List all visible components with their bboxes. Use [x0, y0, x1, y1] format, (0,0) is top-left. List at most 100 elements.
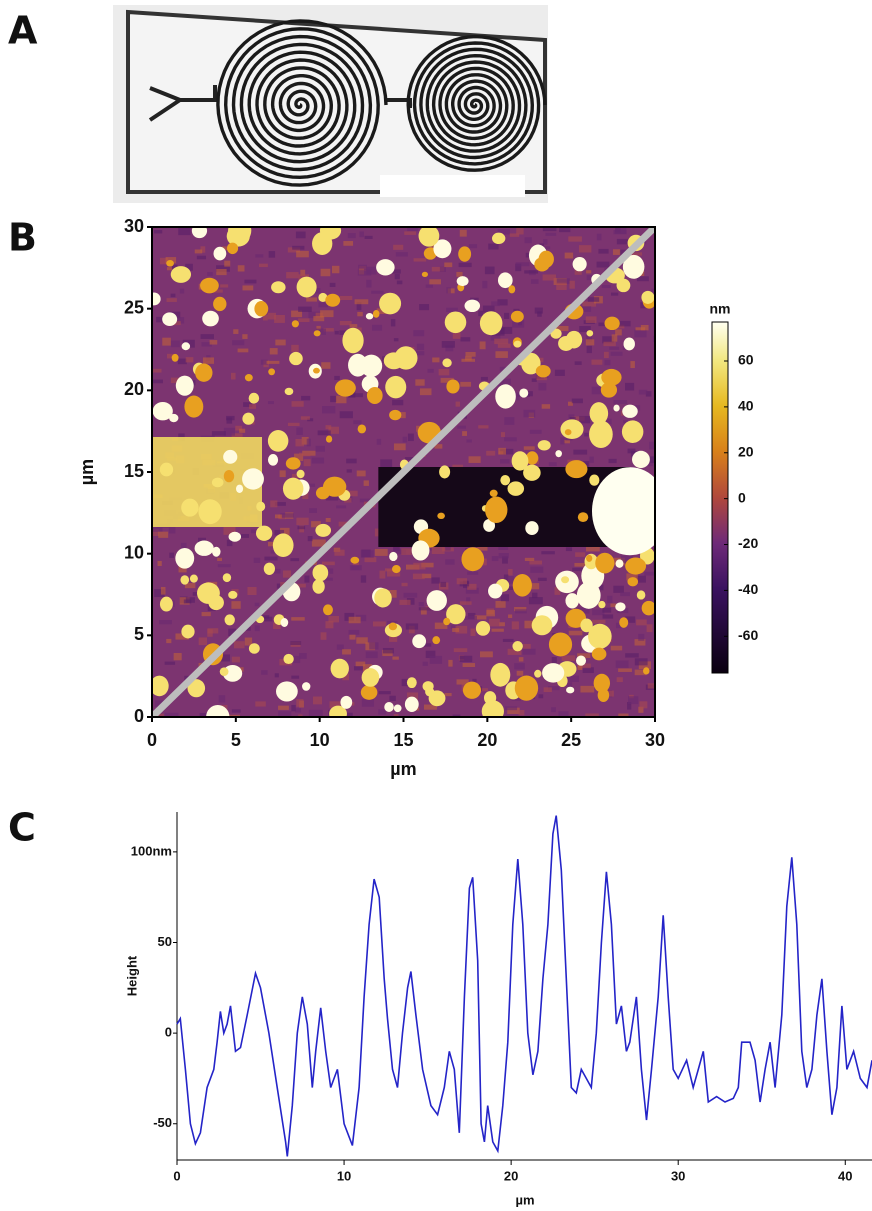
afm-particle [421, 271, 429, 277]
afm-texture [346, 469, 352, 473]
afm-particle [475, 620, 491, 636]
afm-texture [343, 712, 353, 717]
afm-texture [226, 539, 233, 547]
afm-texture [173, 321, 181, 326]
afm-particle [282, 477, 304, 500]
afm-texture [438, 368, 450, 376]
x-tick-label: 30 [645, 730, 665, 750]
afm-texture [258, 263, 268, 268]
afm-texture [178, 227, 191, 236]
afm-texture [432, 357, 440, 363]
afm-particle [391, 565, 401, 574]
afm-texture [413, 330, 425, 337]
afm-texture [407, 227, 419, 232]
x-axis-label: µm [515, 1192, 534, 1207]
afm-texture [322, 405, 336, 414]
afm-texture [300, 269, 306, 276]
afm-texture [500, 432, 506, 438]
afm-texture [158, 531, 169, 538]
afm-texture [396, 280, 403, 285]
afm-texture [334, 549, 345, 556]
afm-texture [361, 699, 375, 707]
afm-particle [418, 227, 440, 247]
afm-texture [201, 612, 211, 617]
afm-texture [610, 351, 623, 356]
afm-particle [289, 351, 303, 366]
afm-particle [211, 477, 224, 488]
afm-texture [173, 653, 182, 661]
afm-texture [574, 562, 586, 567]
afm-texture [504, 437, 517, 442]
afm-texture [251, 529, 262, 534]
afm-texture [395, 252, 408, 257]
afm-particle [200, 277, 219, 294]
afm-particle [589, 402, 609, 425]
afm-texture [308, 709, 323, 717]
afm-texture [382, 647, 394, 654]
afm-particle [365, 313, 374, 320]
afm-texture [531, 378, 537, 382]
afm-texture [446, 307, 458, 313]
afm-texture [591, 359, 603, 365]
afm-texture [179, 288, 185, 294]
afm-particle [267, 453, 279, 466]
afm-texture [159, 257, 168, 265]
afm-particle [219, 667, 229, 676]
afm-texture [479, 341, 486, 350]
afm-texture [610, 645, 623, 651]
afm-particle [591, 647, 607, 661]
afm-particle [576, 655, 587, 666]
afm-texture [497, 343, 511, 348]
afm-texture [615, 660, 629, 668]
afm-texture [315, 312, 323, 318]
afm-particle [285, 457, 301, 470]
afm-particle [388, 622, 398, 631]
afm-particle [565, 593, 579, 609]
afm-texture [274, 673, 279, 678]
afm-particle [622, 254, 645, 279]
afm-particle [340, 695, 353, 709]
afm-texture [479, 651, 493, 658]
afm-particle [572, 256, 587, 272]
afm-texture [348, 616, 361, 624]
colorbar-tick-label: -60 [738, 627, 758, 643]
afm-texture [201, 342, 212, 347]
afm-texture [242, 334, 248, 339]
afm-particle [325, 293, 341, 307]
afm-particle [334, 379, 356, 397]
afm-texture [452, 627, 460, 632]
afm-texture [602, 336, 614, 344]
afm-texture [574, 268, 582, 275]
afm-texture [618, 320, 631, 327]
afm-texture [530, 279, 539, 284]
afm-texture [334, 330, 339, 335]
afm-texture [200, 334, 214, 339]
afm-texture [537, 577, 547, 581]
panel-label: B [8, 216, 37, 260]
afm-texture [244, 637, 253, 646]
afm-particle [426, 590, 447, 611]
afm-texture [446, 287, 451, 294]
afm-texture [278, 711, 292, 717]
afm-texture [217, 564, 231, 568]
afm-texture [618, 713, 629, 717]
panel-label: C [8, 806, 36, 850]
afm-texture [297, 583, 306, 588]
afm-particle [508, 285, 516, 294]
afm-texture [538, 694, 544, 699]
afm-texture [582, 667, 594, 674]
afm-texture [309, 508, 317, 513]
afm-texture [573, 449, 588, 455]
afm-texture [440, 581, 447, 588]
afm-texture [635, 327, 646, 331]
afm-texture [175, 633, 189, 640]
afm-texture [364, 235, 373, 239]
afm-texture [539, 246, 551, 250]
afm-particle [184, 395, 204, 418]
afm-particle [510, 310, 524, 323]
afm-particle [213, 296, 227, 312]
afm-texture [154, 589, 165, 598]
afm-texture [654, 485, 655, 492]
afm-texture [515, 262, 530, 267]
colorbar-tick-label: 40 [738, 398, 754, 414]
